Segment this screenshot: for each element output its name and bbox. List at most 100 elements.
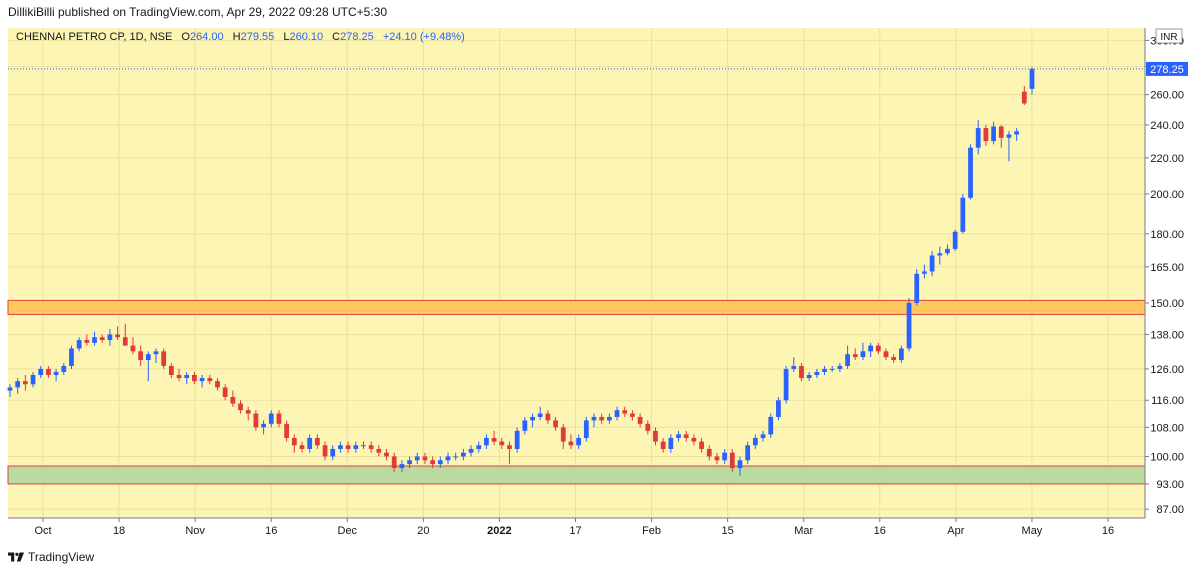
candle-body xyxy=(307,437,313,449)
candle-body xyxy=(914,273,920,303)
price-tick-label: 180.00 xyxy=(1150,229,1184,241)
tradingview-logo-icon xyxy=(8,552,24,562)
currency-button[interactable] xyxy=(1155,28,1183,44)
candle-body xyxy=(345,445,351,449)
candle-body xyxy=(314,437,320,446)
candle-body xyxy=(145,354,151,361)
candle-body xyxy=(268,413,274,424)
price-axis[interactable]: 300.00280.00260.00240.00220.00200.00180.… xyxy=(1145,35,1184,516)
candle-body xyxy=(338,445,343,449)
candle-body xyxy=(430,460,436,465)
time-axis[interactable]: Oct 18 Nov 16 Dec 20 2022 17 Feb 15 Mar 16 Apr May 16 xyxy=(34,518,1114,537)
candle-body xyxy=(15,381,21,388)
price-tick-label: 260.00 xyxy=(1150,90,1184,102)
price-tick-label: 150.00 xyxy=(1150,298,1184,310)
time-tick-label: 2022 xyxy=(487,525,511,537)
time-tick-label: 16 xyxy=(1102,525,1114,537)
candle-body xyxy=(69,348,74,366)
candle-body xyxy=(922,271,927,274)
candle-body xyxy=(384,452,389,457)
candle-body xyxy=(261,423,266,428)
candle-body xyxy=(983,128,989,142)
candle-body xyxy=(1006,134,1012,138)
candlesticks xyxy=(7,67,1035,476)
support-zone xyxy=(7,465,1146,485)
legend-change: +24.10 (+9.48%) xyxy=(383,31,465,43)
candle-body xyxy=(945,248,950,254)
candle-body xyxy=(199,378,205,382)
candle-body xyxy=(630,413,635,417)
price-chart[interactable]: 300.00280.00260.00240.00220.00200.00180.… xyxy=(0,0,1200,544)
legend-interval: 1D xyxy=(130,31,144,43)
candle-body xyxy=(92,337,97,343)
candle-body xyxy=(391,456,397,468)
price-tick-label: 220.00 xyxy=(1150,153,1184,165)
candle-body xyxy=(399,464,405,468)
candle-body xyxy=(545,413,551,421)
candle-body xyxy=(99,337,105,341)
svg-text:CHENNAI PETRO CP, 1D, NSE: CHENNAI PETRO CP, 1D, NSE O264.00 H279.5… xyxy=(16,31,465,43)
candle-body xyxy=(737,460,743,468)
candle-body xyxy=(115,334,120,338)
candle-body xyxy=(637,416,643,424)
publisher-bar: DillikiBilli published on TradingView.co… xyxy=(0,0,1200,24)
footer: TradingView xyxy=(0,544,1200,570)
candle-body xyxy=(829,368,835,370)
candle-body xyxy=(84,340,90,343)
time-tick-label: 16 xyxy=(874,525,886,537)
last-price-tag xyxy=(1146,61,1188,76)
candle-body xyxy=(852,354,858,358)
candle-body xyxy=(407,460,412,465)
candle-body xyxy=(906,302,912,349)
candle-body xyxy=(814,371,820,375)
price-tick-label: 108.00 xyxy=(1150,422,1184,434)
candle-body xyxy=(760,434,766,438)
candle-body xyxy=(291,437,297,446)
candle-body xyxy=(530,416,535,421)
candle-body xyxy=(683,434,689,438)
candle-body xyxy=(46,368,51,375)
candle-body xyxy=(138,351,144,361)
candle-body xyxy=(591,416,597,421)
candle-body xyxy=(745,445,751,461)
candle-body xyxy=(699,441,704,449)
candle-body xyxy=(253,413,259,428)
candle-body xyxy=(668,437,674,449)
candle-body xyxy=(130,345,136,352)
candle-body xyxy=(222,387,228,397)
candle-body xyxy=(53,371,59,375)
candle-body xyxy=(599,416,605,421)
candle-body xyxy=(30,374,36,385)
candle-body xyxy=(783,368,789,401)
candle-body xyxy=(1014,131,1020,135)
resistance-zone xyxy=(7,299,1146,315)
candle-body xyxy=(230,396,236,404)
candle-body xyxy=(176,374,182,379)
candle-body xyxy=(676,434,681,438)
time-tick-label: 18 xyxy=(113,525,125,537)
candle-body xyxy=(799,365,804,379)
time-tick-label: Feb xyxy=(642,525,661,537)
candle-body xyxy=(806,374,812,379)
time-tick-label: Dec xyxy=(338,525,358,537)
candle-body xyxy=(460,452,466,457)
time-tick-label: 17 xyxy=(569,525,581,537)
legend-symbol: CHENNAI PETRO CP xyxy=(16,31,124,43)
candle-body xyxy=(622,410,628,414)
candle-body xyxy=(553,420,558,428)
price-tick-label: 165.00 xyxy=(1150,262,1184,274)
candle-body xyxy=(645,423,651,431)
time-tick-label: 16 xyxy=(265,525,277,537)
candle-body xyxy=(706,448,712,457)
candle-body xyxy=(898,348,904,361)
candle-body xyxy=(322,445,328,457)
candle-body xyxy=(61,365,67,372)
legend-open: 264.00 xyxy=(190,31,224,43)
footer-brand: TradingView xyxy=(28,550,95,564)
candle-body xyxy=(614,410,620,417)
price-tick-label: 138.00 xyxy=(1150,329,1184,341)
candle-body xyxy=(437,460,443,465)
candle-body xyxy=(975,128,981,148)
candle-body xyxy=(22,381,28,385)
candle-body xyxy=(653,430,658,442)
